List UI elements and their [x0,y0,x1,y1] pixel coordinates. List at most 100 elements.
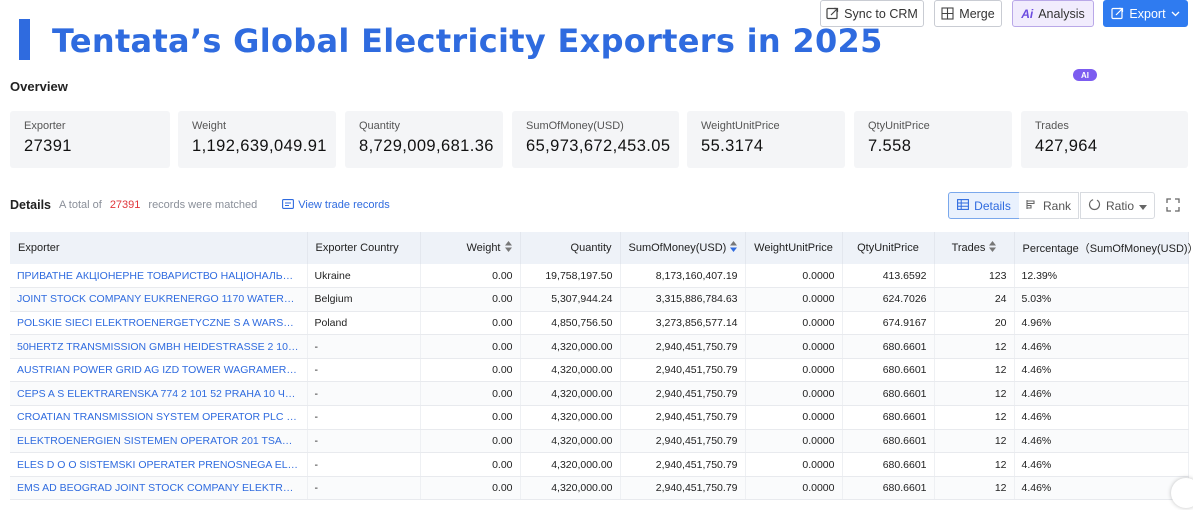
cell-sum-of-money: 3,315,886,784.63 [620,287,746,312]
cell-percentage: 4.46% [1014,476,1189,501]
cell-percentage: 4.46% [1014,452,1189,477]
cell-weight: 0.00 [420,405,521,430]
exporter-name-link[interactable]: POLSKIE SIECI ELEKTROENERGETYCZNE S A WA… [10,311,308,336]
exporter-name-link[interactable]: EMS AD BEOGRAD JOINT STOCK COMPANY ELEKT… [10,476,308,501]
cell-trades: 20 [934,311,1015,336]
exporter-name-link[interactable]: ПРИВАТНЕ АКЦІОНЕРНЕ ТОВАРИСТВО НАЦІОНАЛЬ… [10,264,308,289]
table-row: 50HERTZ TRANSMISSION GMBH HEIDESTRASSE 2… [10,334,1189,359]
stat-label: Quantity [359,120,400,132]
fullscreen-icon[interactable] [1166,198,1180,217]
table-row: EMS AD BEOGRAD JOINT STOCK COMPANY ELEKT… [10,476,1189,501]
document-icon [282,198,295,212]
floating-help-button[interactable] [1171,478,1193,508]
details-summary: Details A total of 27391 records were ma… [10,193,390,217]
cell-qty-unit-price: 624.7026 [842,287,935,312]
table-row: JOINT STOCK COMPANY EUKRENERGO 1170 WATE… [10,287,1189,312]
cell-percentage: 4.46% [1014,405,1189,430]
exporter-name-link[interactable]: JOINT STOCK COMPANY EUKRENERGO 1170 WATE… [10,287,308,312]
cell-qty-unit-price: 680.6601 [842,429,935,454]
tab-rank[interactable]: Rank [1019,192,1079,219]
cell-weight: 0.00 [420,381,521,407]
cell-country: Belgium [307,287,421,312]
cell-qty-unit-price: 674.9167 [842,311,935,336]
cell-quantity: 19,758,197.50 [520,264,621,289]
cell-percentage: 4.46% [1014,334,1189,359]
stat-card-qty-unit-price: QtyUnitPrice 7.558 [854,111,1012,168]
exporter-name-link[interactable]: ELES D O O SISTEMSKI OPERATER PRENOSNEGA… [10,452,308,477]
cell-sum-of-money: 2,940,451,750.79 [620,405,746,430]
exporter-name-link[interactable]: ELEKTROENERGIEN SISTEMEN OPERATOR 201 TS… [10,429,308,454]
column-header-trades[interactable]: Trades [934,232,1015,264]
sort-descending-icon[interactable] [730,241,738,255]
column-header-weight-unit-price[interactable]: WeightUnitPrice [745,232,843,264]
column-header-percentage[interactable]: Percentage（SumOfMoney(USD)） [1014,232,1193,264]
cell-percentage: 4.46% [1014,381,1189,407]
sort-icon[interactable] [504,241,512,255]
column-header-label: Percentage（SumOfMoney(USD)） [1022,243,1193,255]
cell-country: - [307,429,421,454]
merge-label: Merge [959,6,995,21]
view-trade-records-link[interactable]: View trade records [282,198,390,212]
column-header-weight[interactable]: Weight [420,232,521,264]
exporter-name-link[interactable]: AUSTRIAN POWER GRID AG IZD TOWER WAGRAME… [10,358,308,383]
cell-quantity: 4,850,756.50 [520,311,621,336]
merge-button[interactable]: Merge [934,0,1002,27]
cell-trades: 123 [934,264,1015,289]
tab-details[interactable]: Details [948,192,1020,219]
table-row: POLSKIE SIECI ELEKTROENERGETYCZNE S A WA… [10,311,1189,336]
cell-weight-unit-price: 0.0000 [745,264,843,289]
exporter-name-link[interactable]: 50HERTZ TRANSMISSION GMBH HEIDESTRASSE 2… [10,334,308,359]
cell-qty-unit-price: 680.6601 [842,334,935,359]
cell-weight: 0.00 [420,264,521,289]
exporter-name-link[interactable]: CEPS A S ELEKTRARENSKA 774 2 101 52 PRAH… [10,381,308,407]
cell-quantity: 4,320,000.00 [520,476,621,501]
cell-country: Poland [307,311,421,336]
stat-label: Trades [1035,120,1069,132]
column-header-country[interactable]: Exporter Country [307,232,421,264]
cell-country: Ukraine [307,264,421,289]
analysis-label: Analysis [1038,6,1085,21]
cell-percentage: 4.46% [1014,429,1189,454]
cell-sum-of-money: 2,940,451,750.79 [620,429,746,454]
title-accent-bar [19,19,30,60]
tab-ratio[interactable]: Ratio [1080,192,1155,219]
cell-percentage: 4.46% [1014,358,1189,383]
exporter-name-link[interactable]: CROATIAN TRANSMISSION SYSTEM OPERATOR PL… [10,405,308,430]
sync-to-crm-label: Sync to CRM [844,6,918,21]
cell-trades: 12 [934,476,1015,501]
cell-weight: 0.00 [420,452,521,477]
stat-value: 1,192,639,049.91 [192,137,327,155]
total-suffix: records were matched [148,199,258,211]
column-header-exporter[interactable]: Exporter [10,232,308,264]
column-header-label: SumOfMoney(USD) [628,241,727,254]
stat-card-trades: Trades 427,964 [1021,111,1188,168]
table-row: CROATIAN TRANSMISSION SYSTEM OPERATOR PL… [10,405,1189,430]
export-button[interactable]: Export [1103,0,1188,27]
sort-icon[interactable] [989,241,997,255]
stat-value: 27391 [24,137,72,155]
ai-analysis-button[interactable]: Ai Analysis [1012,0,1094,27]
cell-qty-unit-price: 680.6601 [842,452,935,477]
cell-weight-unit-price: 0.0000 [745,311,843,336]
column-header-sum-of-money[interactable]: SumOfMoney(USD) [620,232,746,264]
cell-trades: 12 [934,334,1015,359]
cell-qty-unit-price: 680.6601 [842,358,935,383]
stat-label: QtyUnitPrice [868,120,930,132]
column-header-qty-unit-price[interactable]: QtyUnitPrice [842,232,935,264]
column-header-quantity[interactable]: Quantity [520,232,621,264]
tab-ratio-label: Ratio [1105,198,1134,213]
cell-trades: 12 [934,381,1015,407]
cell-country: - [307,358,421,383]
sync-to-crm-button[interactable]: Sync to CRM [820,0,924,27]
column-header-label: Weight [466,241,501,254]
column-header-label: Quantity [570,242,612,254]
column-header-label: QtyUnitPrice [857,242,919,254]
cell-quantity: 5,307,944.24 [520,287,621,312]
cell-country: - [307,334,421,359]
stat-label: Exporter [24,120,66,132]
exporters-table: Exporter Exporter Country Weight Quantit… [10,232,1193,501]
cell-weight: 0.00 [420,334,521,359]
details-heading: Details [10,198,51,212]
cell-sum-of-money: 2,940,451,750.79 [620,476,746,501]
stat-value: 427,964 [1035,137,1098,155]
